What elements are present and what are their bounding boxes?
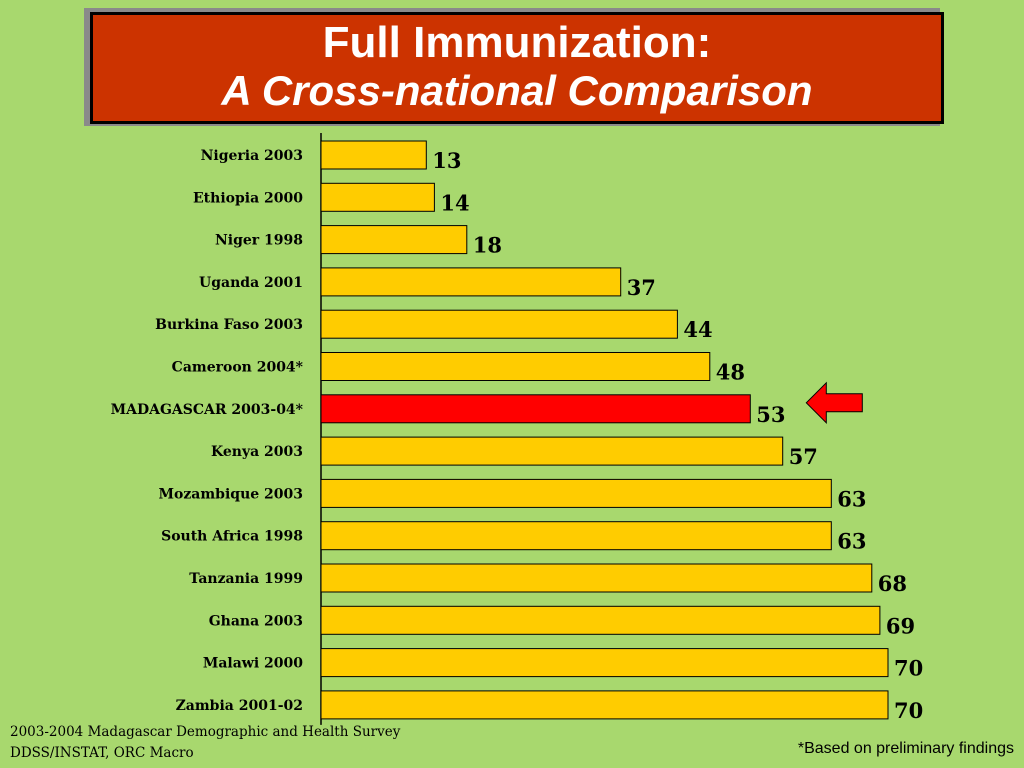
bar: [320, 690, 889, 720]
value-label: 37: [627, 275, 656, 300]
value-label: 18: [473, 233, 502, 258]
source-line-2: DDSS/INSTAT, ORC Macro: [10, 745, 194, 761]
category-label: MADAGASCAR 2003-04*: [111, 402, 304, 418]
bar: [320, 436, 784, 466]
value-label: 70: [894, 656, 923, 681]
value-label: 68: [878, 571, 907, 596]
bar: [320, 563, 873, 593]
value-label: 63: [837, 486, 866, 511]
value-label: 13: [432, 148, 461, 173]
source-citation: 2003-2004 Madagascar Demographic and Hea…: [10, 722, 400, 764]
bar: [320, 605, 881, 635]
value-label: 48: [716, 360, 745, 385]
category-label: Nigeria 2003: [201, 148, 303, 164]
bar: [320, 225, 468, 255]
value-label: 44: [683, 317, 712, 342]
bar: [320, 394, 751, 424]
bar: [320, 140, 427, 170]
title-line-1: Full Immunization:: [322, 18, 712, 67]
bar: [320, 267, 622, 297]
category-label: Tanzania 1999: [189, 571, 303, 587]
value-label: 57: [789, 444, 818, 469]
value-label: 14: [440, 190, 469, 215]
category-label: Niger 1998: [215, 233, 303, 249]
category-label: Burkina Faso 2003: [155, 317, 303, 333]
category-label: Zambia 2001-02: [176, 698, 303, 714]
category-label: Kenya 2003: [211, 444, 303, 460]
value-label: 70: [894, 698, 923, 723]
category-label: Mozambique 2003: [159, 486, 304, 502]
title-banner: Full Immunization: A Cross-national Comp…: [90, 12, 944, 124]
value-label: 53: [756, 402, 785, 427]
bar: [320, 521, 832, 551]
bar: [320, 182, 435, 212]
bar: [320, 478, 832, 508]
source-line-1: 2003-2004 Madagascar Demographic and Hea…: [10, 724, 401, 740]
bar: [320, 309, 678, 339]
category-label: Uganda 2001: [199, 275, 303, 291]
category-label: Malawi 2000: [203, 656, 303, 672]
category-label: Cameroon 2004*: [172, 360, 304, 376]
bar: [320, 648, 889, 678]
category-label: Ghana 2003: [209, 613, 303, 629]
bar: [320, 352, 711, 381]
category-label: South Africa 1998: [161, 529, 303, 545]
value-label: 63: [837, 529, 866, 554]
footnote: *Based on preliminary findings: [797, 740, 1014, 757]
value-label: 69: [886, 613, 915, 638]
title-line-2: A Cross-national Comparison: [221, 67, 813, 114]
category-label: Ethiopia 2000: [193, 190, 303, 206]
highlight-arrow: [805, 381, 863, 425]
